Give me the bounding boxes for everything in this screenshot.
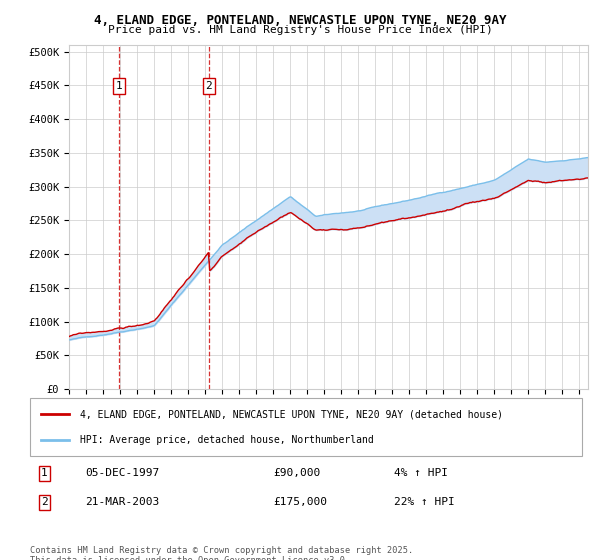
Text: 4, ELAND EDGE, PONTELAND, NEWCASTLE UPON TYNE, NE20 9AY: 4, ELAND EDGE, PONTELAND, NEWCASTLE UPON… [94, 14, 506, 27]
Text: £90,000: £90,000 [273, 468, 320, 478]
Text: HPI: Average price, detached house, Northumberland: HPI: Average price, detached house, Nort… [80, 435, 373, 445]
Text: 1: 1 [41, 468, 48, 478]
Text: 2: 2 [205, 81, 212, 91]
Text: £175,000: £175,000 [273, 497, 327, 507]
Text: 4% ↑ HPI: 4% ↑ HPI [394, 468, 448, 478]
Text: 1: 1 [115, 81, 122, 91]
Text: 4, ELAND EDGE, PONTELAND, NEWCASTLE UPON TYNE, NE20 9AY (detached house): 4, ELAND EDGE, PONTELAND, NEWCASTLE UPON… [80, 409, 503, 419]
Text: 05-DEC-1997: 05-DEC-1997 [85, 468, 160, 478]
Text: Price paid vs. HM Land Registry's House Price Index (HPI): Price paid vs. HM Land Registry's House … [107, 25, 493, 35]
Text: 21-MAR-2003: 21-MAR-2003 [85, 497, 160, 507]
Text: Contains HM Land Registry data © Crown copyright and database right 2025.
This d: Contains HM Land Registry data © Crown c… [30, 546, 413, 560]
FancyBboxPatch shape [30, 398, 582, 456]
Text: 22% ↑ HPI: 22% ↑ HPI [394, 497, 455, 507]
Text: 2: 2 [41, 497, 48, 507]
